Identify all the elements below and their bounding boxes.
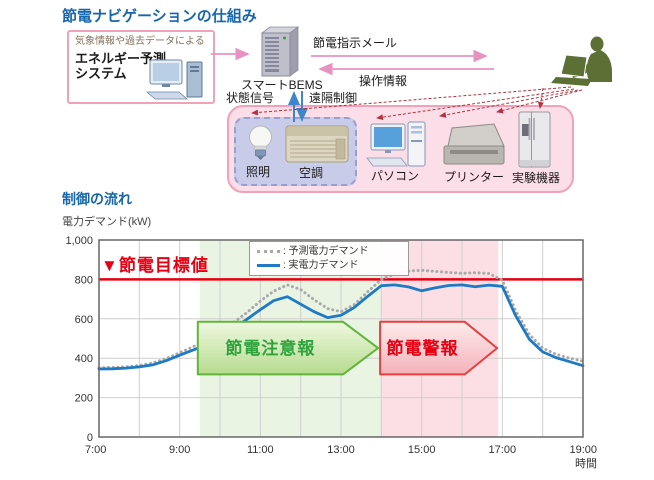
remote-control-label: 遠隔制御: [309, 91, 358, 105]
x-tick-label: 17:00: [489, 444, 517, 456]
plot-frame: [98, 239, 584, 438]
lighting-label: 照明: [246, 165, 271, 179]
forecast-system-subtitle: 気象情報や過去データによる: [75, 36, 205, 47]
legend-predicted-label: : 予測電力デマンド: [283, 246, 369, 257]
user-icon: [551, 36, 612, 86]
y-tick-label: 200: [75, 393, 93, 405]
banner-label: 節電注意報: [224, 338, 315, 358]
banner-label: 節電警報: [386, 338, 459, 358]
data-series: [97, 268, 585, 371]
pc-label: パソコン: [371, 169, 420, 183]
legend-actual-row: : 実電力デマンド: [257, 259, 403, 273]
x-axis-unit-label: 時間: [575, 457, 597, 470]
forecast-system-box: 気象情報や過去データによる エネルギー予測 システム: [67, 30, 215, 104]
printer-label: プリンター: [444, 170, 505, 184]
chart-legend: : 予測電力デマンド : 実電力デマンド: [249, 241, 409, 276]
legend-predicted-row: : 予測電力デマンド: [257, 245, 403, 259]
diagram-title: 節電ナビゲーションの仕組み: [62, 8, 257, 25]
legend-actual-label: : 実電力デマンド: [283, 259, 359, 271]
x-tick-label: 13:00: [327, 444, 355, 456]
chart-area: 節電注意報 節電警報 0 200 400 600 800 1,000 7:00 9:00 11:0…: [0, 230, 654, 480]
banner-shape: [196, 320, 380, 376]
actual-line-symbol: [257, 263, 280, 267]
x-tick-label: 19:00: [569, 444, 597, 456]
y-tick-label: 1,000: [65, 235, 93, 247]
axis-ticks: 0 200 400 600 800 1,000 7:00 9:00 11:00 13:00 15:0…: [65, 235, 597, 470]
operation-info-label: 操作情報: [359, 74, 408, 88]
lab-equipment-label: 実験機器: [512, 171, 561, 185]
banner-shape: [379, 320, 499, 376]
forecast-system-title-line1: エネルギー予測: [75, 50, 167, 66]
status-signal-label: 状態信号: [226, 91, 275, 105]
mail-label: 節電指示メール: [313, 36, 398, 50]
aircon-label: 空調: [299, 166, 324, 180]
target-value-label: ▼節電目標値: [101, 256, 209, 275]
series-actual: [97, 283, 585, 371]
server-icon: [260, 26, 300, 77]
y-tick-label: 800: [75, 274, 93, 286]
forecast-system-title-line2: システム: [75, 66, 127, 82]
y-tick-label: 600: [75, 314, 93, 326]
predicted-line-symbol: [257, 250, 280, 254]
y-axis-title: 電力デマンド(kW): [62, 216, 152, 228]
x-tick-label: 7:00: [85, 444, 106, 456]
y-tick-label: 400: [75, 353, 93, 365]
x-tick-label: 15:00: [408, 444, 436, 456]
series-predicted: [97, 268, 585, 370]
chart-title: 制御の流れ: [62, 191, 132, 207]
y-tick-label: 0: [87, 432, 93, 444]
alert-banners: 節電注意報 節電警報: [196, 320, 499, 376]
x-tick-label: 11:00: [247, 444, 274, 456]
x-tick-label: 9:00: [169, 444, 190, 456]
